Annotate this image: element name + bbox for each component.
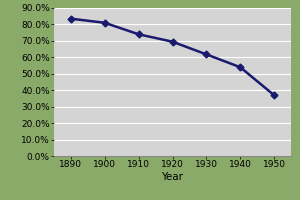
X-axis label: Year: Year bbox=[161, 172, 184, 182]
